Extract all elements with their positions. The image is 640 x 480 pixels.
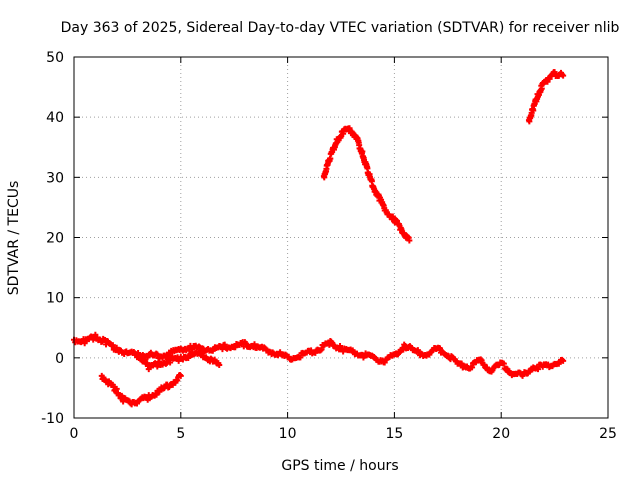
x-tick-label: 10 bbox=[279, 426, 297, 442]
series-dip-hours-1-to-5 bbox=[99, 372, 184, 407]
x-axis-label: GPS time / hours bbox=[281, 458, 398, 474]
x-axis-ticks: 0 5 10 15 20 25 bbox=[70, 57, 617, 442]
y-axis-label: SDTVAR / TECUs bbox=[6, 181, 22, 296]
y-tick-label: 20 bbox=[46, 231, 64, 247]
sdtvar-chart: Day 363 of 2025, Sidereal Day-to-day VTE… bbox=[0, 0, 640, 480]
y-axis-ticks: -10 0 10 20 30 40 50 bbox=[41, 50, 608, 427]
x-tick-label: 15 bbox=[385, 426, 403, 442]
x-tick-label: 0 bbox=[70, 426, 79, 442]
data-points bbox=[71, 69, 566, 407]
x-tick-label: 5 bbox=[176, 426, 185, 442]
x-tick-label: 25 bbox=[599, 426, 617, 442]
series-main-track bbox=[71, 332, 566, 379]
y-tick-label: 10 bbox=[46, 291, 64, 307]
y-tick-label: 50 bbox=[46, 50, 64, 66]
chart-title: Day 363 of 2025, Sidereal Day-to-day VTE… bbox=[61, 20, 620, 36]
y-tick-label: 40 bbox=[46, 110, 64, 126]
y-tick-label: 30 bbox=[46, 170, 64, 186]
x-tick-label: 20 bbox=[492, 426, 510, 442]
y-tick-label: 0 bbox=[55, 351, 64, 367]
series-arc-hours-11-to-16 bbox=[321, 125, 412, 243]
series-rise-hours-21-to-23 bbox=[526, 69, 566, 124]
y-tick-label: -10 bbox=[41, 411, 64, 427]
